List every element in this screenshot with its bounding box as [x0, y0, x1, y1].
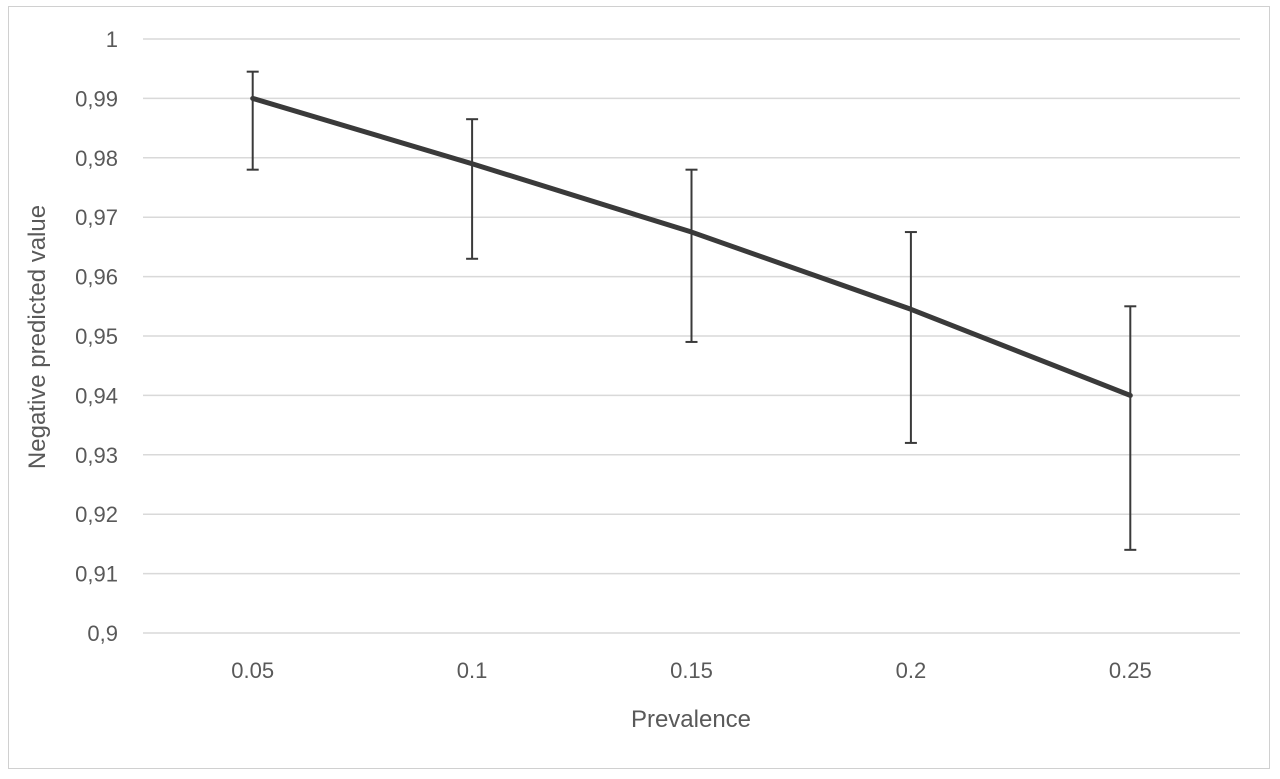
y-tick-label: 0,98 — [75, 146, 118, 171]
x-tick-label: 0.2 — [896, 658, 927, 683]
y-tick-label: 0,99 — [75, 86, 118, 111]
error-bars — [246, 70, 1137, 551]
error-bar — [1124, 305, 1137, 551]
y-tick-label: 0,97 — [75, 205, 118, 230]
x-axis-ticks: 0.05 0.1 0.15 0.2 0.25 — [231, 658, 1151, 683]
chart-frame — [8, 6, 1270, 769]
error-bar — [246, 70, 259, 171]
y-tick-label: 0,96 — [75, 265, 118, 290]
y-tick-label: 0,92 — [75, 502, 118, 527]
error-bar — [904, 231, 917, 444]
gridlines — [143, 38, 1240, 634]
error-bar — [685, 168, 698, 343]
y-tick-label: 0,94 — [75, 383, 118, 408]
x-tick-label: 0.05 — [231, 658, 274, 683]
series-layer — [250, 95, 1133, 398]
y-tick-label: 0,91 — [75, 562, 118, 587]
y-axis-title: Negative predicted value — [24, 205, 51, 469]
y-tick-label: 0,93 — [75, 443, 118, 468]
y-tick-label: 1 — [106, 27, 118, 52]
x-tick-label: 0.15 — [670, 658, 713, 683]
y-axis-ticks: 0,9 0,91 0,92 0,93 0,94 0,95 0,96 0,97 0,98 0,99 1 — [75, 27, 118, 646]
y-tick-label: 0,95 — [75, 324, 118, 349]
x-tick-label: 0.25 — [1109, 658, 1152, 683]
error-bar — [466, 118, 479, 260]
x-axis-title: Prevalence — [631, 706, 751, 733]
x-tick-label: 0.1 — [457, 658, 488, 683]
y-tick-label: 0,9 — [87, 621, 118, 646]
series-line — [250, 95, 1133, 398]
